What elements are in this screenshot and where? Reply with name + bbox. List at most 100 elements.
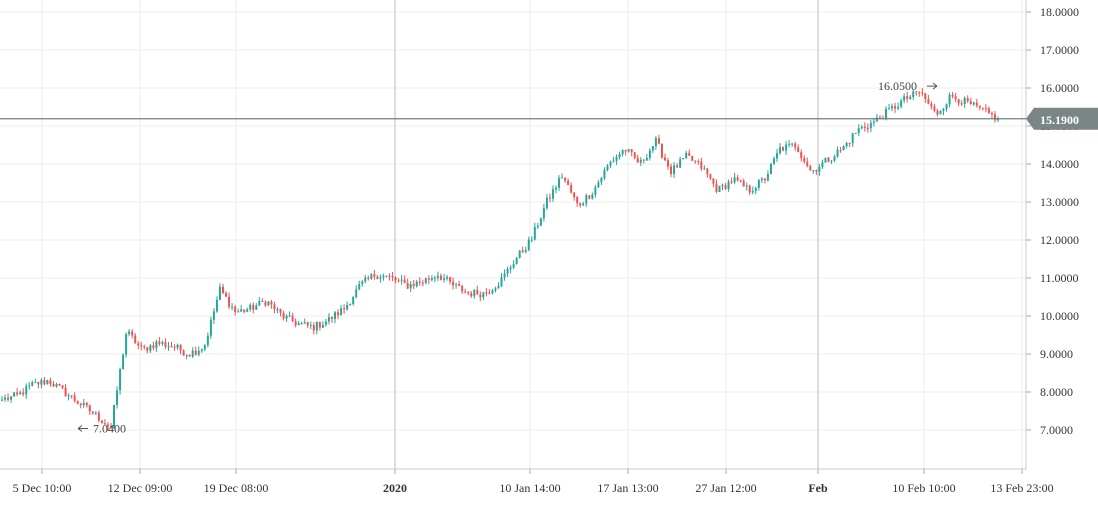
candle-body — [46, 380, 49, 385]
candle-body — [663, 157, 666, 161]
candle-body — [597, 182, 600, 188]
candle-body — [721, 185, 724, 187]
candle-body — [990, 112, 993, 115]
candle-body — [312, 325, 315, 331]
candle-body — [282, 312, 285, 319]
candle-body — [270, 301, 273, 305]
candle-body — [67, 395, 70, 397]
candle-body — [109, 426, 112, 428]
candle-body — [603, 170, 606, 178]
candle-body — [942, 108, 945, 111]
candle-body — [367, 277, 370, 279]
candle-body — [449, 277, 452, 282]
candle-body — [315, 322, 318, 331]
candle-body — [294, 321, 297, 326]
candle-body — [188, 355, 191, 357]
candle-body — [1, 399, 3, 401]
candle-body — [297, 323, 300, 326]
candle-body — [494, 288, 497, 291]
candle-body — [122, 354, 125, 370]
candle-body — [155, 341, 158, 349]
candle-body — [194, 350, 197, 355]
candle-body — [639, 159, 642, 163]
candle-body — [49, 380, 52, 385]
candle-body — [418, 281, 421, 283]
candle-body — [827, 157, 830, 162]
candle-body — [16, 392, 19, 395]
candle-body — [330, 317, 333, 320]
last-price-badge — [1026, 107, 1098, 130]
y-tick-label: 11.0000 — [1040, 271, 1079, 285]
candle-body — [591, 194, 594, 199]
candle-body — [612, 160, 615, 162]
candle-body — [37, 381, 40, 385]
candle-body — [894, 106, 897, 109]
candle-body — [551, 189, 554, 199]
candle-body — [648, 150, 651, 158]
candle-body — [113, 405, 116, 428]
candle-body — [433, 277, 436, 279]
candle-body — [340, 308, 343, 316]
candle-body — [984, 108, 987, 110]
candle-body — [31, 382, 34, 386]
candle-body — [703, 168, 706, 170]
candle-body — [264, 301, 267, 306]
candle-body — [667, 160, 670, 167]
candle-body — [515, 257, 518, 265]
candle-body — [197, 350, 200, 355]
candle-body — [715, 183, 718, 192]
candle-body — [878, 117, 881, 119]
candle-body — [376, 276, 379, 279]
candle-body — [670, 166, 673, 175]
candle-body — [712, 178, 715, 184]
candle-body — [97, 412, 100, 421]
candle-body — [412, 284, 415, 287]
candle-body — [446, 277, 449, 279]
candle-body — [91, 411, 94, 414]
candle-body — [116, 390, 119, 406]
candle-body — [64, 387, 67, 397]
candle-body — [633, 152, 636, 158]
candle-body — [567, 180, 570, 185]
candle-body — [421, 282, 424, 284]
candle-body — [276, 308, 279, 310]
candle-body — [73, 395, 76, 401]
candle-body — [978, 105, 981, 108]
candle-body — [730, 181, 733, 183]
candle-body — [167, 346, 170, 348]
candle-body — [191, 350, 194, 357]
candle-body — [7, 397, 10, 400]
candle-body — [809, 166, 812, 171]
candle-body — [842, 146, 845, 151]
y-tick-label: 16.0000 — [1040, 81, 1079, 95]
x-tick-label: 12 Dec 09:00 — [108, 481, 173, 495]
candle-body — [512, 264, 515, 268]
candle-body — [891, 106, 894, 109]
candle-body — [173, 346, 176, 348]
candle-body — [373, 274, 376, 277]
candle-body — [209, 319, 212, 336]
candle-body — [709, 174, 712, 179]
candle-body — [851, 133, 854, 144]
candle-body — [58, 383, 61, 386]
candle-body — [875, 117, 878, 122]
candle-body — [385, 275, 388, 277]
candle-body — [379, 277, 382, 279]
candle-body — [884, 108, 887, 120]
candle-body — [291, 315, 294, 322]
candle-body — [912, 91, 915, 97]
candle-body — [255, 305, 258, 310]
candle-body — [745, 185, 748, 187]
candle-body — [872, 121, 875, 123]
candle-body — [960, 103, 963, 105]
candle-body — [839, 149, 842, 151]
candle-body — [848, 143, 851, 145]
y-tick-label: 18.0000 — [1040, 5, 1079, 19]
candle-body — [70, 395, 73, 397]
candle-body — [533, 226, 536, 240]
candle-body — [455, 284, 458, 286]
candle-body — [906, 96, 909, 99]
candle-body — [370, 274, 373, 279]
candle-body — [576, 197, 579, 204]
